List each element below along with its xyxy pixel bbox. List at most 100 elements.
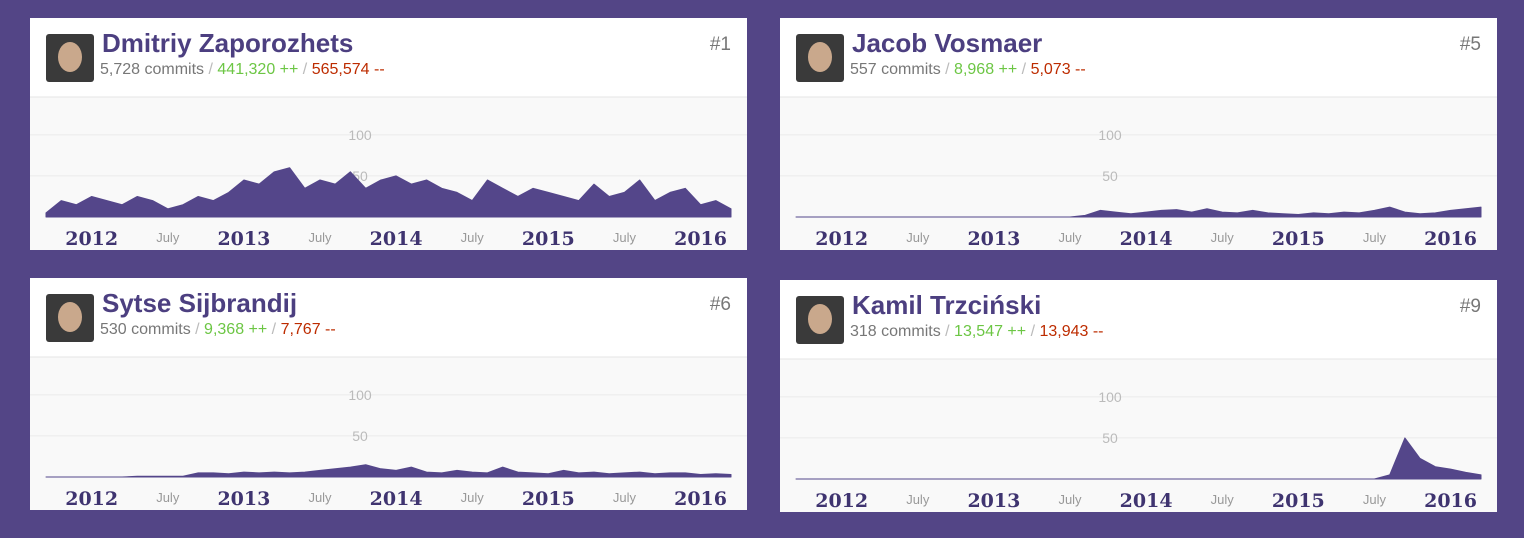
separator: / xyxy=(1017,61,1031,78)
stats: 557 commits / 8,968 ++ / 5,073 -- xyxy=(850,61,1086,79)
month-label: July xyxy=(1363,230,1387,245)
year-label: 2014 xyxy=(370,228,423,250)
additions: 8,968 ++ xyxy=(954,61,1018,78)
stats: 5,728 commits / 441,320 ++ / 565,574 -- xyxy=(100,61,385,79)
rank: #9 xyxy=(1459,296,1481,317)
year-label: 2015 xyxy=(522,488,575,510)
month-label: July xyxy=(906,492,930,507)
month-label: July xyxy=(613,490,637,505)
commits: 557 commits xyxy=(850,61,941,78)
separator: / xyxy=(190,321,205,338)
y-tick-label: 100 xyxy=(1098,127,1122,143)
avatar xyxy=(796,34,844,82)
year-label: 2013 xyxy=(967,490,1020,512)
year-label: 2015 xyxy=(1272,228,1325,250)
year-label: 2016 xyxy=(1424,228,1477,250)
stats: 318 commits / 13,547 ++ / 13,943 -- xyxy=(850,323,1104,341)
chart: 50 100 2012 July 2013 July 2014 July 2015 July 201… xyxy=(780,96,1497,250)
year-label: 2014 xyxy=(1120,490,1173,512)
chart-background xyxy=(780,97,1497,250)
month-label: July xyxy=(308,490,332,505)
commit-area xyxy=(795,437,1482,480)
contributor-name: Sytse Sijbrandij xyxy=(102,288,298,318)
year-label: 2016 xyxy=(674,488,727,510)
month-label: July xyxy=(1058,492,1082,507)
contributor-card: Sytse Sijbrandij #6 530 commits / 9,368 ++… xyxy=(30,278,747,510)
deletions: 13,943 -- xyxy=(1039,323,1104,340)
year-label: 2014 xyxy=(370,488,423,510)
year-label: 2014 xyxy=(1120,228,1173,250)
avatar-face xyxy=(58,302,82,332)
month-label: July xyxy=(461,230,485,245)
avatar-face xyxy=(808,42,832,72)
deletions: 565,574 -- xyxy=(311,61,385,78)
y-tick-label: 50 xyxy=(1102,430,1118,446)
deletions: 5,073 -- xyxy=(1030,61,1086,78)
year-label: 2012 xyxy=(65,488,118,510)
commits: 5,728 commits xyxy=(100,61,205,78)
rank: #6 xyxy=(709,294,731,315)
month-label: July xyxy=(461,490,485,505)
month-label: July xyxy=(156,230,180,245)
y-tick-label: 50 xyxy=(1102,168,1118,184)
avatar-face xyxy=(808,304,832,334)
month-label: July xyxy=(1058,230,1082,245)
y-tick-label: 50 xyxy=(352,428,368,444)
year-label: 2015 xyxy=(522,228,575,250)
year-label: 2012 xyxy=(65,228,118,250)
month-label: July xyxy=(906,230,930,245)
year-label: 2013 xyxy=(217,488,270,510)
rank: #1 xyxy=(709,34,731,55)
additions: 441,320 ++ xyxy=(217,61,299,78)
contributor-card: Dmitriy Zaporozhets #1 5,728 commits / 441… xyxy=(30,18,747,250)
month-label: July xyxy=(156,490,180,505)
avatar xyxy=(46,294,94,342)
separator: / xyxy=(298,61,312,78)
deletions: 7,767 -- xyxy=(280,321,336,338)
separator: / xyxy=(267,321,281,338)
commits: 318 commits xyxy=(850,323,941,340)
stats: 530 commits / 9,368 ++ / 7,767 -- xyxy=(100,321,336,339)
chart: 50 100 2012 July 2013 July 2014 July 2015 July 201… xyxy=(780,358,1497,512)
rank: #5 xyxy=(1459,34,1481,55)
month-label: July xyxy=(1211,230,1235,245)
month-label: July xyxy=(1211,492,1235,507)
commit-area xyxy=(45,167,732,218)
separator: / xyxy=(204,61,218,78)
month-label: July xyxy=(308,230,332,245)
contributor-card: Jacob Vosmaer #5 557 commits / 8,968 ++ / … xyxy=(780,18,1497,250)
separator: / xyxy=(940,61,955,78)
chart-background xyxy=(780,359,1497,512)
chart-background xyxy=(30,97,747,250)
additions: 9,368 ++ xyxy=(204,321,268,338)
contributor-name: Dmitriy Zaporozhets xyxy=(102,28,354,58)
avatar xyxy=(46,34,94,82)
month-label: July xyxy=(613,230,637,245)
contributor-name: Kamil Trzciński xyxy=(852,290,1042,320)
year-label: 2012 xyxy=(815,490,868,512)
year-label: 2012 xyxy=(815,228,868,250)
year-label: 2013 xyxy=(967,228,1020,250)
year-label: 2015 xyxy=(1272,490,1325,512)
chart-background xyxy=(30,357,747,510)
y-tick-label: 100 xyxy=(1098,389,1122,405)
separator: / xyxy=(1026,323,1040,340)
commits: 530 commits xyxy=(100,321,191,338)
year-label: 2013 xyxy=(217,228,270,250)
month-label: July xyxy=(1363,492,1387,507)
avatar-face xyxy=(58,42,82,72)
year-label: 2016 xyxy=(1424,490,1477,512)
y-tick-label: 100 xyxy=(348,127,372,143)
chart: 50 100 2012 July 2013 July 2014 July 2015 July 201… xyxy=(30,356,747,510)
commit-area xyxy=(795,206,1482,218)
separator: / xyxy=(940,323,955,340)
y-tick-label: 100 xyxy=(348,387,372,403)
year-label: 2016 xyxy=(674,228,727,250)
additions: 13,547 ++ xyxy=(954,323,1027,340)
contributor-name: Jacob Vosmaer xyxy=(852,28,1043,58)
commit-area xyxy=(45,464,732,478)
contributor-card: Kamil Trzciński #9 318 commits / 13,547 ++… xyxy=(780,280,1497,512)
avatar xyxy=(796,296,844,344)
